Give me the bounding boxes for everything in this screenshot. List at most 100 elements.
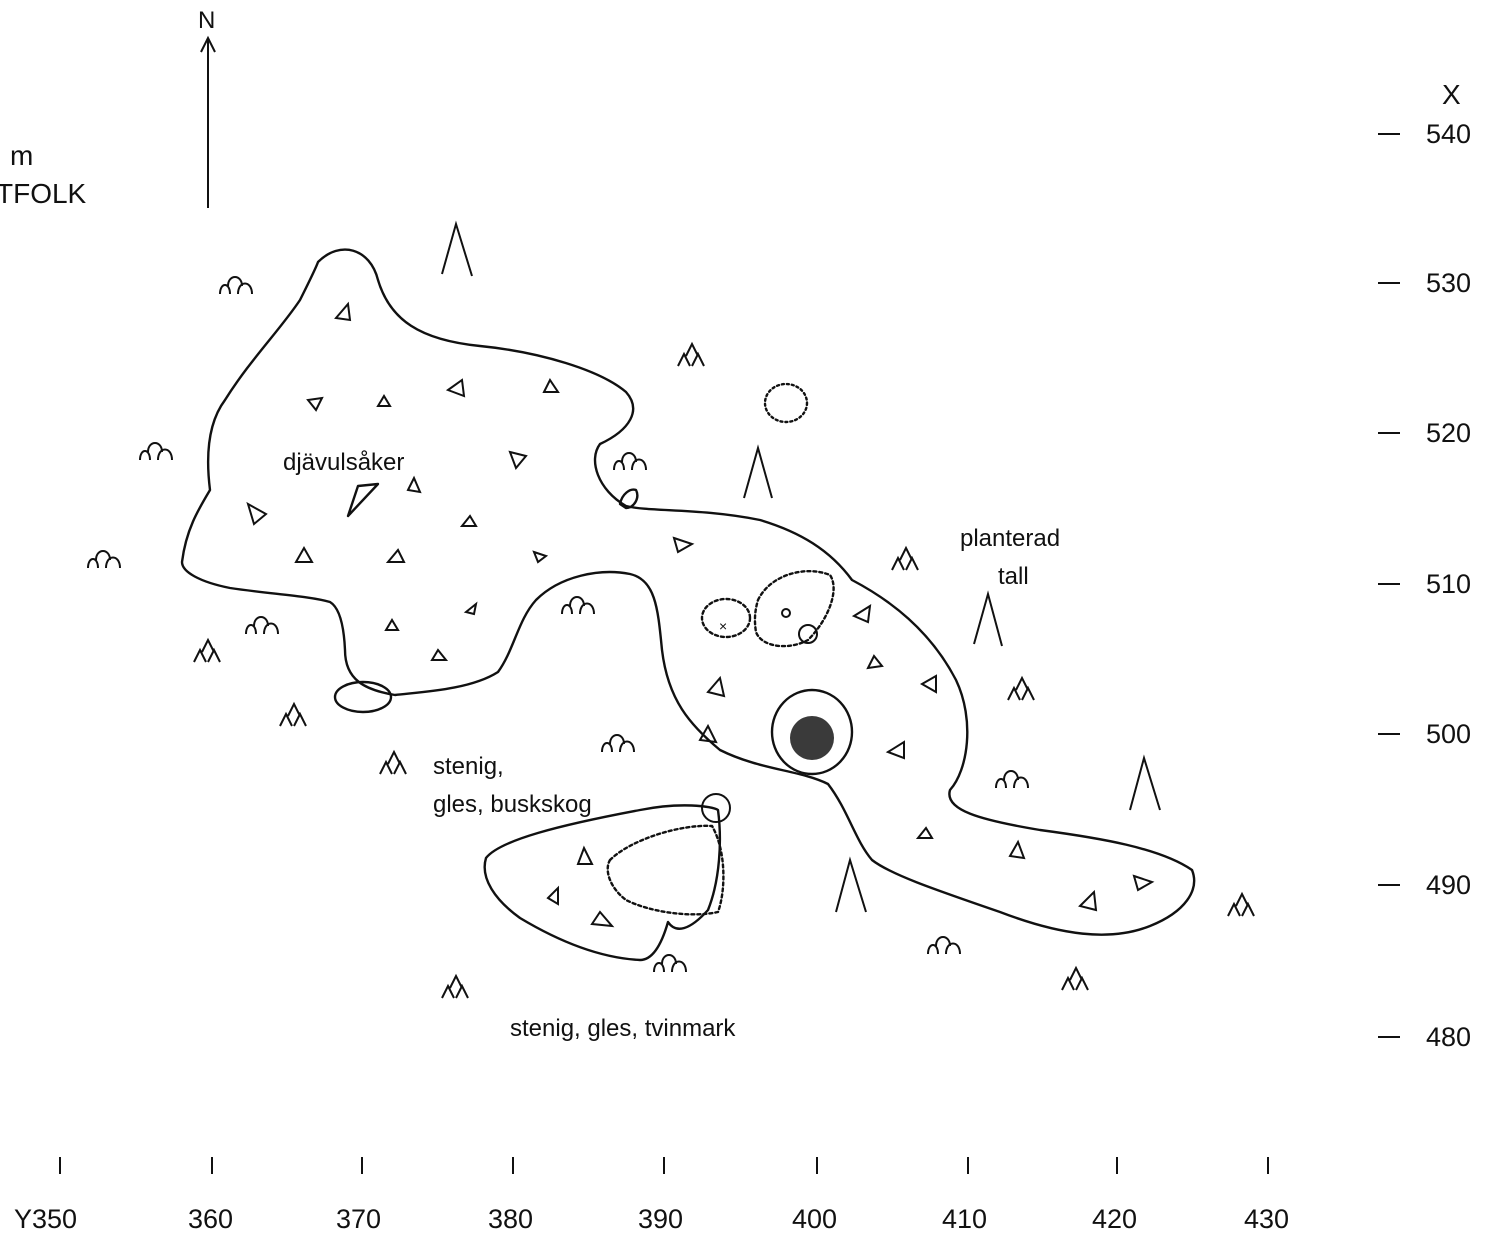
y-axis: Y350 360 370 380 390 400 410 420 430 bbox=[14, 1157, 1289, 1234]
triangle-stone-icon bbox=[430, 648, 449, 661]
x-axis-title: X bbox=[1442, 79, 1461, 110]
y-tick-400: 400 bbox=[792, 1157, 837, 1234]
conifer-tree-icon bbox=[441, 973, 469, 999]
area-label-stenig: stenig, bbox=[433, 753, 504, 780]
triangle-stone-icon bbox=[698, 723, 718, 744]
shrub-area-outline bbox=[483, 804, 722, 962]
area-label-buskskog: gles, buskskog bbox=[433, 791, 592, 818]
deciduous-symbols bbox=[87, 276, 1029, 973]
conifer-symbols bbox=[193, 341, 1255, 999]
north-arrow: N bbox=[198, 7, 216, 208]
x-tick-label: 530 bbox=[1426, 268, 1471, 298]
x-tick-510: 510 bbox=[1378, 569, 1471, 599]
conifer-tree-icon bbox=[193, 637, 221, 663]
deciduous-tree-icon bbox=[245, 616, 279, 635]
hollow-marker bbox=[700, 597, 752, 639]
area-label-djavulsaker: djävulsåker bbox=[283, 449, 404, 476]
triangle-stone-icon bbox=[590, 910, 615, 928]
deciduous-tree-icon bbox=[601, 734, 635, 753]
stone-marker bbox=[346, 482, 380, 518]
area-label-planterad: planterad bbox=[960, 525, 1060, 552]
triangle-stone-icon bbox=[463, 601, 478, 616]
x-tick-520: 520 bbox=[1378, 418, 1471, 448]
stone-symbols bbox=[246, 301, 1155, 928]
triangle-stone-icon bbox=[706, 675, 726, 698]
y-tick-430: 430 bbox=[1244, 1157, 1289, 1234]
x-tick-label: 510 bbox=[1426, 569, 1471, 599]
triangle-stone-icon bbox=[885, 740, 905, 760]
x-tick-540: 540 bbox=[1378, 119, 1471, 149]
y-tick-410: 410 bbox=[942, 1157, 987, 1234]
triangle-stone-icon bbox=[919, 674, 937, 694]
triangle-stone-icon bbox=[532, 550, 549, 564]
triangle-stone-icon bbox=[542, 378, 560, 393]
triangle-stone-icon bbox=[406, 475, 422, 494]
conifer-tree-icon bbox=[279, 701, 307, 727]
deciduous-tree-icon bbox=[927, 936, 961, 955]
x-tick-label: 500 bbox=[1426, 719, 1471, 749]
y-tick-label: 410 bbox=[942, 1204, 987, 1234]
x-tick-label: 490 bbox=[1426, 870, 1471, 900]
triangle-stone-icon bbox=[294, 545, 314, 563]
triangle-stone-icon bbox=[851, 604, 872, 624]
y-tick-390: 390 bbox=[638, 1157, 683, 1234]
point-marker: × bbox=[719, 618, 727, 634]
x-tick-label: 520 bbox=[1426, 418, 1471, 448]
triangle-stone-icon bbox=[1078, 889, 1098, 912]
x-axis: X 540 530 520 510 500 490 480 bbox=[1378, 79, 1471, 1052]
deciduous-tree-icon bbox=[87, 550, 121, 569]
tall-pine-icon bbox=[743, 444, 773, 499]
hollow-marker bbox=[333, 680, 393, 714]
triangle-stone-icon bbox=[385, 548, 406, 563]
triangle-stone-icon bbox=[376, 394, 392, 407]
x-tick-label: 480 bbox=[1426, 1022, 1471, 1052]
y-tick-label: 360 bbox=[188, 1204, 233, 1234]
y-tick-420: 420 bbox=[1092, 1157, 1137, 1234]
mound-core-marker bbox=[790, 716, 834, 760]
title-fragment-1: m bbox=[10, 140, 33, 171]
conifer-tree-icon bbox=[1007, 675, 1035, 701]
hollow-marker bbox=[753, 570, 835, 648]
point-marker bbox=[781, 608, 791, 618]
x-tick-500: 500 bbox=[1378, 719, 1471, 749]
mound-marker bbox=[770, 688, 854, 776]
area-label-tvinmark: stenig, gles, tvinmark bbox=[510, 1015, 736, 1042]
conifer-tree-icon bbox=[379, 749, 407, 775]
point-marker bbox=[798, 624, 818, 644]
y-tick-label: 370 bbox=[336, 1204, 381, 1234]
conifer-tree-icon bbox=[677, 341, 705, 367]
pit-marker bbox=[606, 824, 725, 916]
triangle-stone-icon bbox=[384, 618, 400, 631]
tall-pine-icon bbox=[973, 590, 1003, 647]
triangle-stone-icon bbox=[246, 501, 268, 526]
conifer-tree-icon bbox=[1227, 891, 1255, 917]
tall-pine-icon bbox=[1129, 754, 1161, 811]
tall-pine-icon bbox=[441, 220, 473, 277]
x-tick-490: 490 bbox=[1378, 870, 1471, 900]
deciduous-tree-icon bbox=[561, 596, 595, 615]
title-fragment-2: TFOLK bbox=[0, 178, 87, 209]
area-label-tall: tall bbox=[998, 563, 1029, 590]
triangle-stone-icon bbox=[445, 378, 466, 398]
deciduous-tree-icon bbox=[613, 452, 647, 471]
x-tick-label: 540 bbox=[1426, 119, 1471, 149]
hollow-marker bbox=[763, 382, 809, 424]
triangle-stone-icon bbox=[334, 301, 352, 322]
deciduous-tree-icon bbox=[219, 276, 253, 295]
y-tick-label: 400 bbox=[792, 1204, 837, 1234]
triangle-stone-icon bbox=[508, 450, 528, 470]
y-tick-label: 380 bbox=[488, 1204, 533, 1234]
x-tick-530: 530 bbox=[1378, 268, 1471, 298]
y-tick-360: 360 bbox=[188, 1157, 233, 1234]
triangle-stone-icon bbox=[546, 885, 559, 906]
triangle-stone-icon bbox=[306, 396, 324, 412]
boulder-field-outline bbox=[180, 248, 1196, 936]
x-tick-480: 480 bbox=[1378, 1022, 1471, 1052]
triangle-stone-icon bbox=[459, 514, 478, 527]
deciduous-tree-icon bbox=[995, 770, 1029, 789]
y-tick-350: Y350 bbox=[14, 1157, 77, 1234]
y-tick-label: 430 bbox=[1244, 1204, 1289, 1234]
conifer-tree-icon bbox=[891, 545, 919, 571]
triangle-stone-icon bbox=[1132, 874, 1155, 892]
